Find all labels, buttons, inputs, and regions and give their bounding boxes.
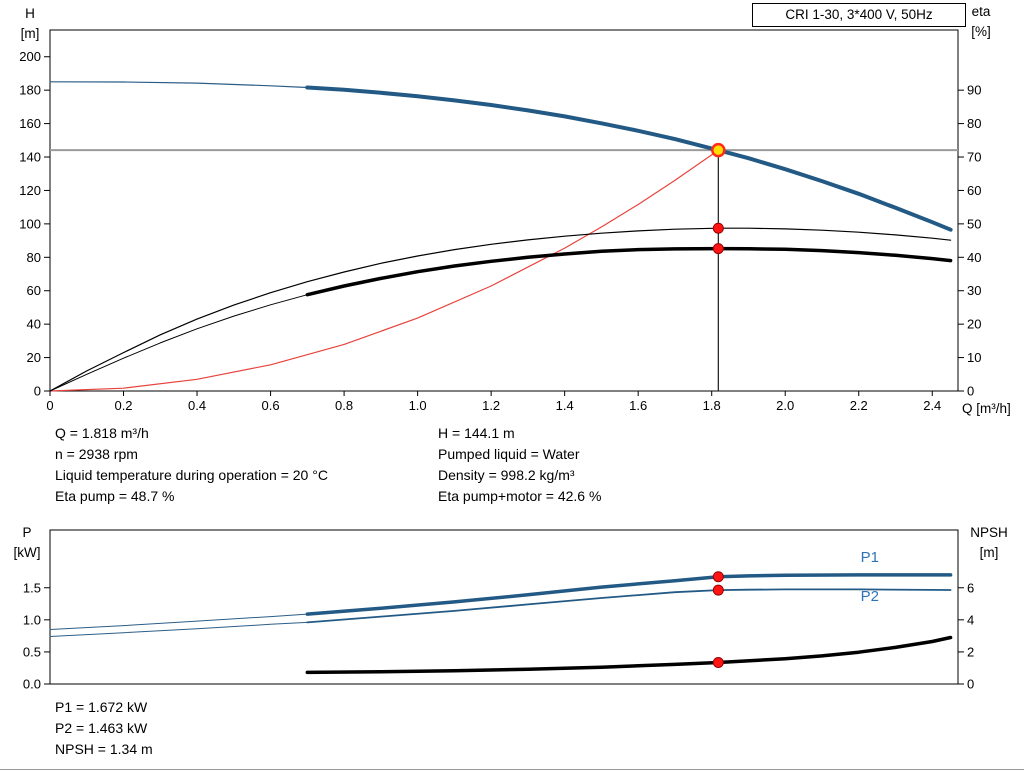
eta-axis-label: eta [%] — [958, 2, 1004, 42]
svg-text:90: 90 — [967, 83, 981, 98]
h-axis-unit: [m] — [20, 26, 40, 41]
svg-text:0.4: 0.4 — [188, 398, 206, 413]
svg-text:1.0: 1.0 — [409, 398, 427, 413]
npsh-axis-unit: [m] — [979, 545, 999, 560]
plot-frame — [49, 29, 959, 392]
svg-text:200: 200 — [19, 49, 41, 64]
eta-pump-motor-curve — [305, 246, 953, 297]
info-line-eta-pump: Eta pump = 48.7 % — [55, 488, 175, 504]
head-curve — [305, 85, 953, 232]
eta-pump-motor-curve-thin — [49, 294, 308, 392]
curve-label-p1: P1 — [861, 549, 879, 566]
svg-text:0.6: 0.6 — [262, 398, 280, 413]
pump-title-box: CRI 1-30, 3*400 V, 50Hz — [752, 3, 966, 27]
info-line-eta-pump-motor: Eta pump+motor = 42.6 % — [438, 488, 602, 504]
h-axis-label: H [m] — [10, 4, 50, 44]
p1-point — [712, 571, 724, 583]
info-line-npsh: NPSH = 1.34 m — [55, 741, 153, 757]
svg-text:0: 0 — [967, 384, 974, 399]
info-line-q: Q = 1.818 m³/h — [55, 425, 149, 441]
svg-text:1.6: 1.6 — [629, 398, 647, 413]
svg-text:60: 60 — [27, 283, 41, 298]
svg-text:20: 20 — [967, 317, 981, 332]
svg-text:40: 40 — [967, 250, 981, 265]
svg-text:30: 30 — [967, 283, 981, 298]
info-line-p1: P1 = 1.672 kW — [55, 699, 148, 715]
p2-point — [712, 584, 724, 596]
svg-text:180: 180 — [19, 83, 41, 98]
system-curve — [49, 149, 719, 392]
svg-text:2.0: 2.0 — [776, 398, 794, 413]
npsh-axis-title: NPSH — [970, 525, 1008, 540]
npsh-point — [712, 657, 724, 669]
p1-curve-thin — [49, 613, 308, 630]
info-line-h: H = 144.1 m — [438, 425, 515, 441]
q-axis-label: Q [m³/h] — [962, 401, 1011, 416]
h-axis-title: H — [25, 6, 35, 21]
svg-text:20: 20 — [27, 350, 41, 365]
p2-curve — [306, 588, 952, 624]
svg-text:70: 70 — [967, 150, 981, 165]
svg-text:1.0: 1.0 — [23, 612, 41, 627]
power-npsh-chart[interactable]: 0.0 0.5 1.0 1.5 0 2 4 6 P1 P2 — [0, 520, 1024, 700]
svg-text:100: 100 — [19, 216, 41, 231]
info-line-density: Density = 998.2 kg/m³ — [438, 467, 575, 483]
head-curve-thin — [49, 81, 308, 89]
svg-text:80: 80 — [967, 116, 981, 131]
svg-text:10: 10 — [967, 350, 981, 365]
svg-text:6: 6 — [967, 580, 974, 595]
svg-text:0.5: 0.5 — [23, 644, 41, 659]
svg-text:1.4: 1.4 — [556, 398, 574, 413]
info-line-liquid: Pumped liquid = Water — [438, 446, 580, 462]
eta-axis-unit: [%] — [971, 24, 991, 39]
svg-text:0.2: 0.2 — [114, 398, 132, 413]
eta-pump-motor-point — [712, 243, 724, 255]
svg-text:160: 160 — [19, 116, 41, 131]
svg-text:4: 4 — [967, 612, 974, 627]
p-axis-title: P — [22, 525, 32, 540]
curve-label-p2: P2 — [861, 588, 879, 605]
eta-pump-curve — [49, 227, 952, 392]
svg-text:0: 0 — [34, 384, 41, 399]
npsh-axis-label: NPSH [m] — [958, 523, 1020, 563]
svg-text:1.8: 1.8 — [703, 398, 721, 413]
power-npsh-info: P1 = 1.672 kW P2 = 1.463 kW NPSH = 1.34 … — [55, 697, 153, 760]
svg-text:140: 140 — [19, 150, 41, 165]
p2-curve-thin — [49, 621, 308, 637]
svg-text:0: 0 — [967, 677, 974, 692]
svg-text:50: 50 — [967, 216, 981, 231]
svg-text:60: 60 — [967, 183, 981, 198]
svg-text:120: 120 — [19, 183, 41, 198]
svg-text:1.5: 1.5 — [23, 580, 41, 595]
svg-text:80: 80 — [27, 250, 41, 265]
svg-text:2.2: 2.2 — [850, 398, 868, 413]
p-axis-unit: [kW] — [13, 545, 41, 560]
info-line-p2: P2 = 1.463 kW — [55, 720, 148, 736]
bottom-divider — [0, 769, 1024, 770]
eta-pump-point — [712, 222, 724, 234]
info-line-temp: Liquid temperature during operation = 20… — [55, 467, 328, 483]
p-axis-label: P [kW] — [4, 523, 50, 563]
svg-text:2.4: 2.4 — [923, 398, 941, 413]
svg-text:0: 0 — [46, 398, 53, 413]
svg-text:1.2: 1.2 — [482, 398, 500, 413]
operating-point-info-right: H = 144.1 m Pumped liquid = Water Densit… — [438, 423, 601, 507]
eta-axis-title: eta — [971, 4, 991, 19]
svg-text:40: 40 — [27, 317, 41, 332]
operating-point-info-left: Q = 1.818 m³/h n = 2938 rpm Liquid tempe… — [55, 423, 328, 507]
svg-text:0.8: 0.8 — [335, 398, 353, 413]
svg-text:0.0: 0.0 — [23, 677, 41, 692]
p1-curve — [305, 573, 953, 616]
hq-eta-chart[interactable]: 0 0.2 0.4 0.6 0.8 1.0 1.2 1.4 1.6 1.8 2.0 2.2 2.4 0 20… — [0, 0, 1024, 420]
duty-point — [711, 142, 726, 158]
info-line-n: n = 2938 rpm — [55, 446, 138, 462]
svg-text:2: 2 — [967, 644, 974, 659]
